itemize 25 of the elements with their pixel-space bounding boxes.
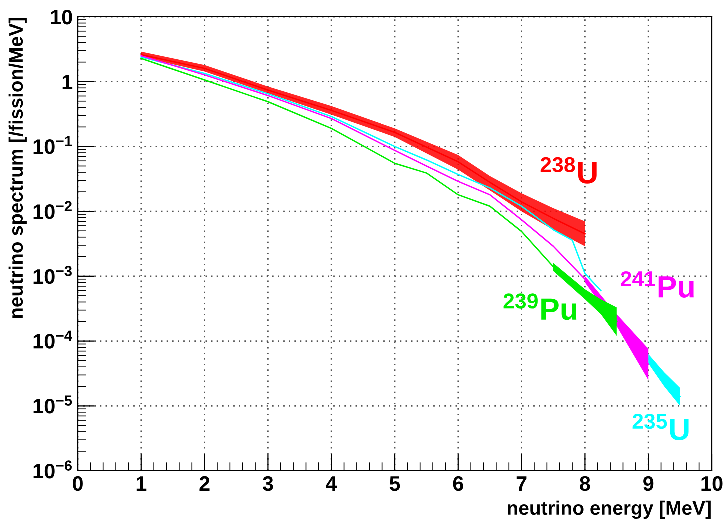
x-axis-title: neutrino energy [MeV] — [508, 500, 711, 520]
x-tick-label: 8 — [580, 476, 590, 492]
y-tick-label: 10$^{−3}$ — [34, 266, 72, 284]
y-tick-label: 10 — [51, 10, 72, 25]
x-tick-label: 9 — [644, 476, 654, 492]
x-tick-label: 0 — [73, 476, 83, 492]
series-label: $^{235}$U — [632, 414, 689, 440]
y-tick-label: 10$^{−1}$ — [34, 136, 72, 154]
y-tick-label: 10$^{−6}$ — [34, 460, 72, 479]
x-tick-label: 4 — [326, 476, 338, 491]
y-tick-label: 10$^{−4}$ — [34, 330, 72, 349]
y-tick-label: 10$^{−5}$ — [34, 396, 72, 414]
x-tick-label: 2 — [200, 476, 210, 491]
series-label: $^{239}$Pu — [504, 294, 577, 320]
x-tick-label: 10 — [702, 476, 723, 492]
series-label: $^{238}$U — [540, 157, 597, 184]
y-axis-title: neutrino spectrum [/fission/MeV] — [8, 18, 27, 318]
x-tick-label: 1 — [136, 476, 147, 491]
series-label: $^{241}$Pu — [621, 271, 694, 298]
y-tick-label: 1 — [62, 75, 73, 90]
x-tick-label: 5 — [390, 476, 400, 492]
x-tick-label: 7 — [516, 476, 527, 491]
x-tick-label: 3 — [262, 476, 274, 492]
x-tick-label: 6 — [453, 476, 464, 492]
y-tick-label: 10$^{−2}$ — [34, 201, 72, 220]
